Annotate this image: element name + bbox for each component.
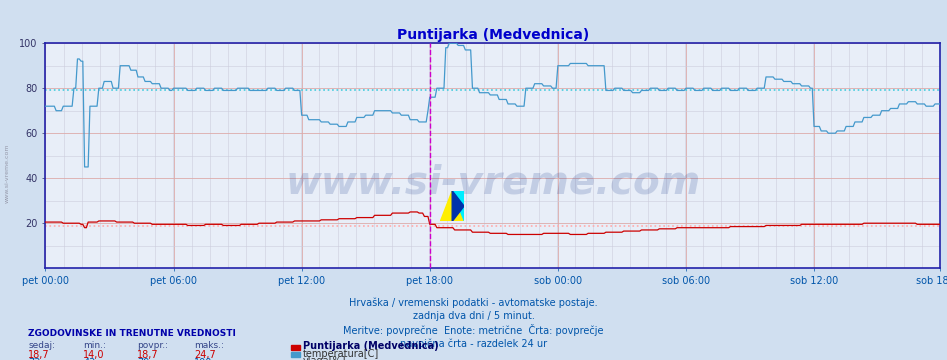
Text: 100: 100 (194, 358, 212, 360)
Text: Puntijarka (Medvednica): Puntijarka (Medvednica) (303, 341, 438, 351)
Text: ZGODOVINSKE IN TRENUTNE VREDNOSTI: ZGODOVINSKE IN TRENUTNE VREDNOSTI (28, 329, 237, 338)
Text: sedaj:: sedaj: (28, 341, 56, 350)
Polygon shape (440, 191, 464, 221)
Text: Meritve: povprečne  Enote: metrične  Črta: povprečje: Meritve: povprečne Enote: metrične Črta:… (343, 324, 604, 336)
Text: 79: 79 (137, 358, 150, 360)
Text: 24,7: 24,7 (194, 350, 216, 360)
Text: 14,0: 14,0 (83, 350, 105, 360)
Polygon shape (453, 191, 464, 221)
Text: maks.:: maks.: (194, 341, 224, 350)
Text: 43: 43 (83, 358, 96, 360)
Text: 18,7: 18,7 (28, 350, 50, 360)
Polygon shape (453, 191, 464, 221)
Text: Hrvaška / vremenski podatki - avtomatske postaje.: Hrvaška / vremenski podatki - avtomatske… (349, 297, 598, 307)
Text: 73: 73 (28, 358, 41, 360)
Text: vlaga[%]: vlaga[%] (303, 356, 347, 360)
Text: navpična črta - razdelek 24 ur: navpična črta - razdelek 24 ur (400, 338, 547, 348)
Text: min.:: min.: (83, 341, 106, 350)
Text: temperatura[C]: temperatura[C] (303, 349, 380, 359)
Text: www.si-vreme.com: www.si-vreme.com (285, 164, 701, 202)
Title: Puntijarka (Medvednica): Puntijarka (Medvednica) (397, 28, 589, 42)
Text: povpr.:: povpr.: (137, 341, 169, 350)
Text: 18,7: 18,7 (137, 350, 159, 360)
Text: zadnja dva dni / 5 minut.: zadnja dva dni / 5 minut. (413, 311, 534, 321)
Text: www.si-vreme.com: www.si-vreme.com (5, 143, 10, 203)
